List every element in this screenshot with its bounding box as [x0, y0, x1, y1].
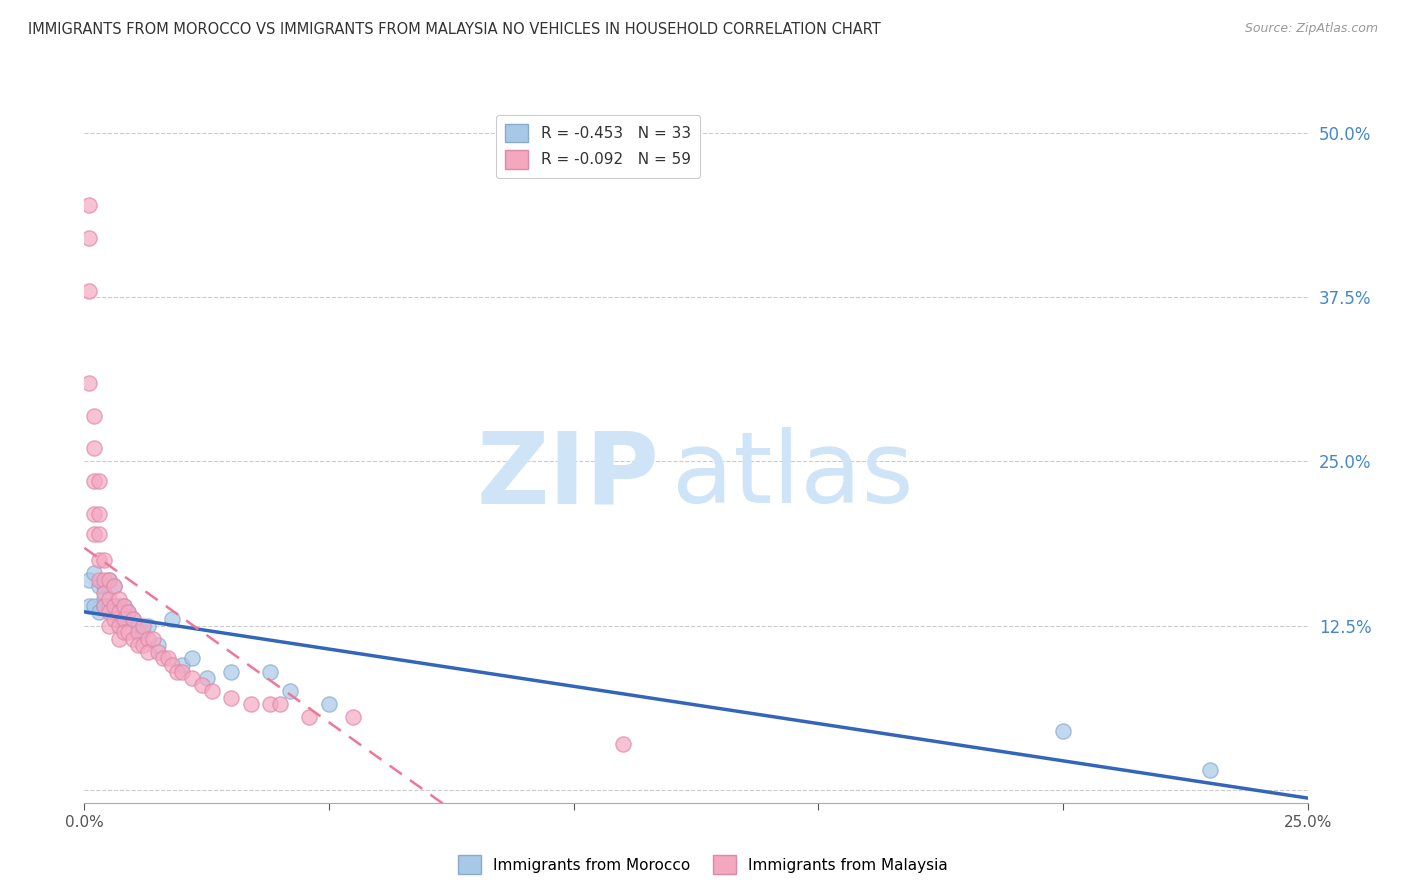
Point	[93, 599, 115, 613]
Point	[127, 618, 149, 632]
Point	[77, 599, 100, 613]
Point	[1198, 763, 1220, 777]
Point	[181, 651, 204, 665]
Point	[136, 645, 159, 659]
Point	[172, 657, 194, 672]
Point	[112, 625, 135, 640]
Point	[97, 573, 120, 587]
Point	[117, 606, 139, 620]
Point	[87, 579, 110, 593]
Point	[612, 737, 634, 751]
Point	[93, 573, 115, 587]
Point	[77, 376, 100, 390]
Point	[83, 566, 105, 580]
Point	[87, 553, 110, 567]
Point	[269, 698, 291, 712]
Point	[117, 606, 139, 620]
Point	[166, 665, 188, 679]
Point	[93, 586, 115, 600]
Point	[97, 573, 120, 587]
Point	[87, 474, 110, 488]
Point	[107, 592, 129, 607]
Point	[136, 632, 159, 646]
Point	[191, 678, 214, 692]
Point	[97, 592, 120, 607]
Point	[103, 612, 125, 626]
Point	[122, 612, 145, 626]
Point	[107, 618, 129, 632]
Point	[77, 231, 100, 245]
Point	[103, 599, 125, 613]
Point	[103, 579, 125, 593]
Point	[107, 599, 129, 613]
Point	[83, 599, 105, 613]
Point	[97, 618, 120, 632]
Point	[181, 671, 204, 685]
Point	[77, 573, 100, 587]
Point	[122, 632, 145, 646]
Point	[146, 645, 169, 659]
Point	[132, 625, 155, 640]
Point	[83, 442, 105, 456]
Point	[162, 657, 184, 672]
Point	[83, 474, 105, 488]
Point	[97, 599, 120, 613]
Text: atlas: atlas	[672, 427, 912, 524]
Point	[156, 651, 179, 665]
Point	[239, 698, 262, 712]
Point	[298, 710, 321, 724]
Point	[77, 284, 100, 298]
Point	[77, 198, 100, 212]
Point	[107, 612, 129, 626]
Point	[219, 665, 242, 679]
Point	[112, 599, 135, 613]
Point	[103, 579, 125, 593]
Point	[162, 612, 184, 626]
Text: Source: ZipAtlas.com: Source: ZipAtlas.com	[1244, 22, 1378, 36]
Point	[87, 526, 110, 541]
Point	[97, 606, 120, 620]
Point	[112, 612, 135, 626]
Point	[127, 625, 149, 640]
Point	[132, 618, 155, 632]
Point	[93, 553, 115, 567]
Point	[200, 684, 222, 698]
Point	[127, 638, 149, 652]
Point	[87, 606, 110, 620]
Point	[117, 625, 139, 640]
Point	[195, 671, 218, 685]
Point	[83, 526, 105, 541]
Point	[107, 632, 129, 646]
Text: IMMIGRANTS FROM MOROCCO VS IMMIGRANTS FROM MALAYSIA NO VEHICLES IN HOUSEHOLD COR: IMMIGRANTS FROM MOROCCO VS IMMIGRANTS FR…	[28, 22, 882, 37]
Point	[219, 690, 242, 705]
Point	[87, 573, 110, 587]
Point	[142, 632, 165, 646]
Point	[152, 651, 174, 665]
Point	[132, 638, 155, 652]
Legend: R = -0.453   N = 33, R = -0.092   N = 59: R = -0.453 N = 33, R = -0.092 N = 59	[496, 115, 700, 178]
Legend: Immigrants from Morocco, Immigrants from Malaysia: Immigrants from Morocco, Immigrants from…	[451, 849, 955, 880]
Point	[278, 684, 301, 698]
Point	[122, 612, 145, 626]
Point	[259, 698, 281, 712]
Text: ZIP: ZIP	[477, 427, 659, 524]
Point	[83, 507, 105, 521]
Point	[93, 592, 115, 607]
Point	[112, 612, 135, 626]
Point	[107, 606, 129, 620]
Point	[93, 599, 115, 613]
Point	[136, 618, 159, 632]
Point	[172, 665, 194, 679]
Point	[342, 710, 364, 724]
Point	[93, 579, 115, 593]
Point	[1052, 723, 1074, 738]
Point	[103, 599, 125, 613]
Point	[318, 698, 340, 712]
Point	[87, 507, 110, 521]
Point	[259, 665, 281, 679]
Point	[112, 599, 135, 613]
Point	[146, 638, 169, 652]
Point	[83, 409, 105, 423]
